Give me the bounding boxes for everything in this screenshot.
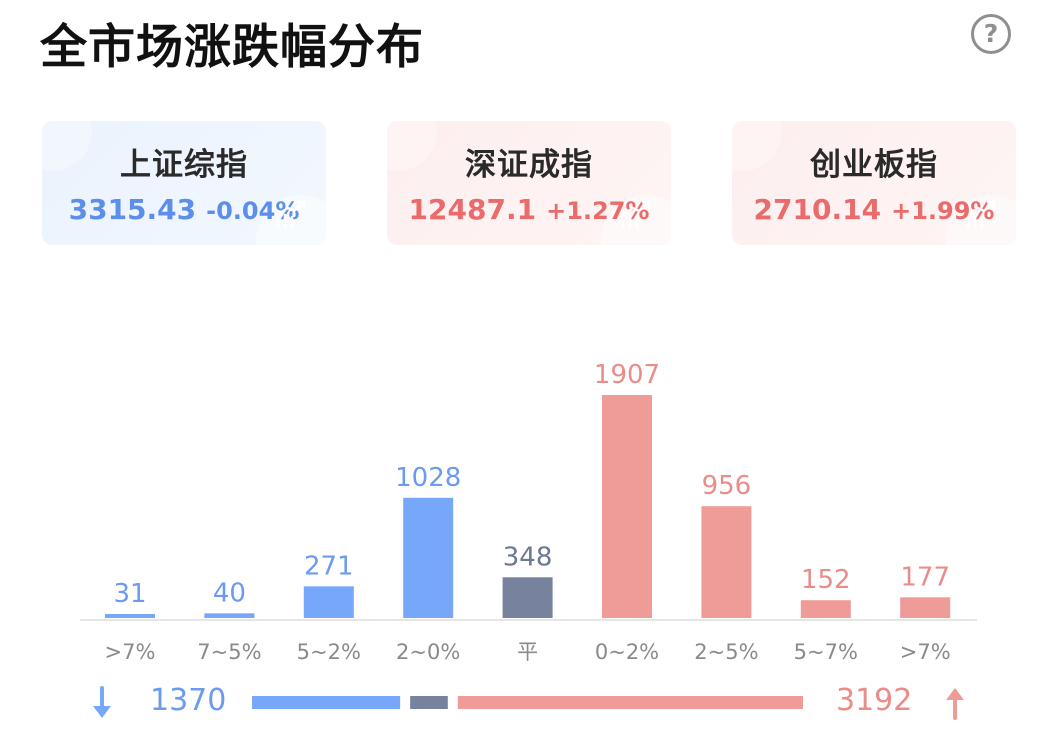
bar-0 [105,614,155,618]
category-label: 平 [517,640,538,664]
ratio-bar-up [457,696,803,709]
down-total: 1370 [150,683,227,718]
category-label: 7~5% [197,640,261,664]
bar-value-label: 1028 [395,463,461,493]
index-name: 创业板指 [810,147,938,183]
bar-1 [204,613,255,618]
category-label: 5~7% [794,640,858,664]
bar-value-label: 271 [304,551,354,581]
index-value: 3315.43 [68,193,197,226]
category-label: >7% [105,640,156,664]
ratio-bar-flat [410,696,448,709]
bar-4 [502,577,553,618]
index-change: +1.27% [546,197,650,225]
category-label: 0~2% [595,640,659,664]
bar-6 [701,506,752,618]
index-card-cyb[interactable]: 创业板指 2710.14 +1.99% [732,121,1016,245]
index-card-sz[interactable]: 深证成指 12487.1 +1.27% [387,121,671,245]
arrow-down-icon [93,686,111,718]
bar-8 [900,597,951,618]
trend-icon [966,200,996,229]
category-label: 2~0% [396,640,460,664]
bar-value-label: 31 [113,579,146,609]
index-name: 深证成指 [465,147,593,183]
bar-2 [303,586,354,618]
help-icon[interactable]: ? [971,14,1011,54]
bar-value-label: 40 [213,578,246,608]
up-total: 3192 [836,683,913,718]
bar-value-label: 348 [503,542,553,572]
bar-value-label: 152 [801,565,851,595]
arrow-up-icon [946,688,964,720]
bar-value-label: 956 [702,471,752,501]
bar-3 [403,497,454,618]
category-label: 5~2% [297,640,361,664]
ratio-bar-down [252,696,401,709]
index-card-sh[interactable]: 上证综指 3315.43 -0.04% [42,121,326,245]
index-name: 上证综指 [120,147,248,183]
trend-icon [621,200,651,229]
index-change: +1.99% [891,197,995,225]
bar-value-label: 177 [900,562,950,592]
bar-5 [602,395,652,618]
index-value: 12487.1 [408,193,537,226]
page-title: 全市场涨跌幅分布 [40,20,424,75]
category-label: 2~5% [694,640,758,664]
bar-7 [800,600,851,618]
index-value: 2710.14 [753,193,882,226]
trend-icon [276,200,306,229]
bar-value-label: 1907 [594,360,660,390]
category-label: >7% [900,640,951,664]
